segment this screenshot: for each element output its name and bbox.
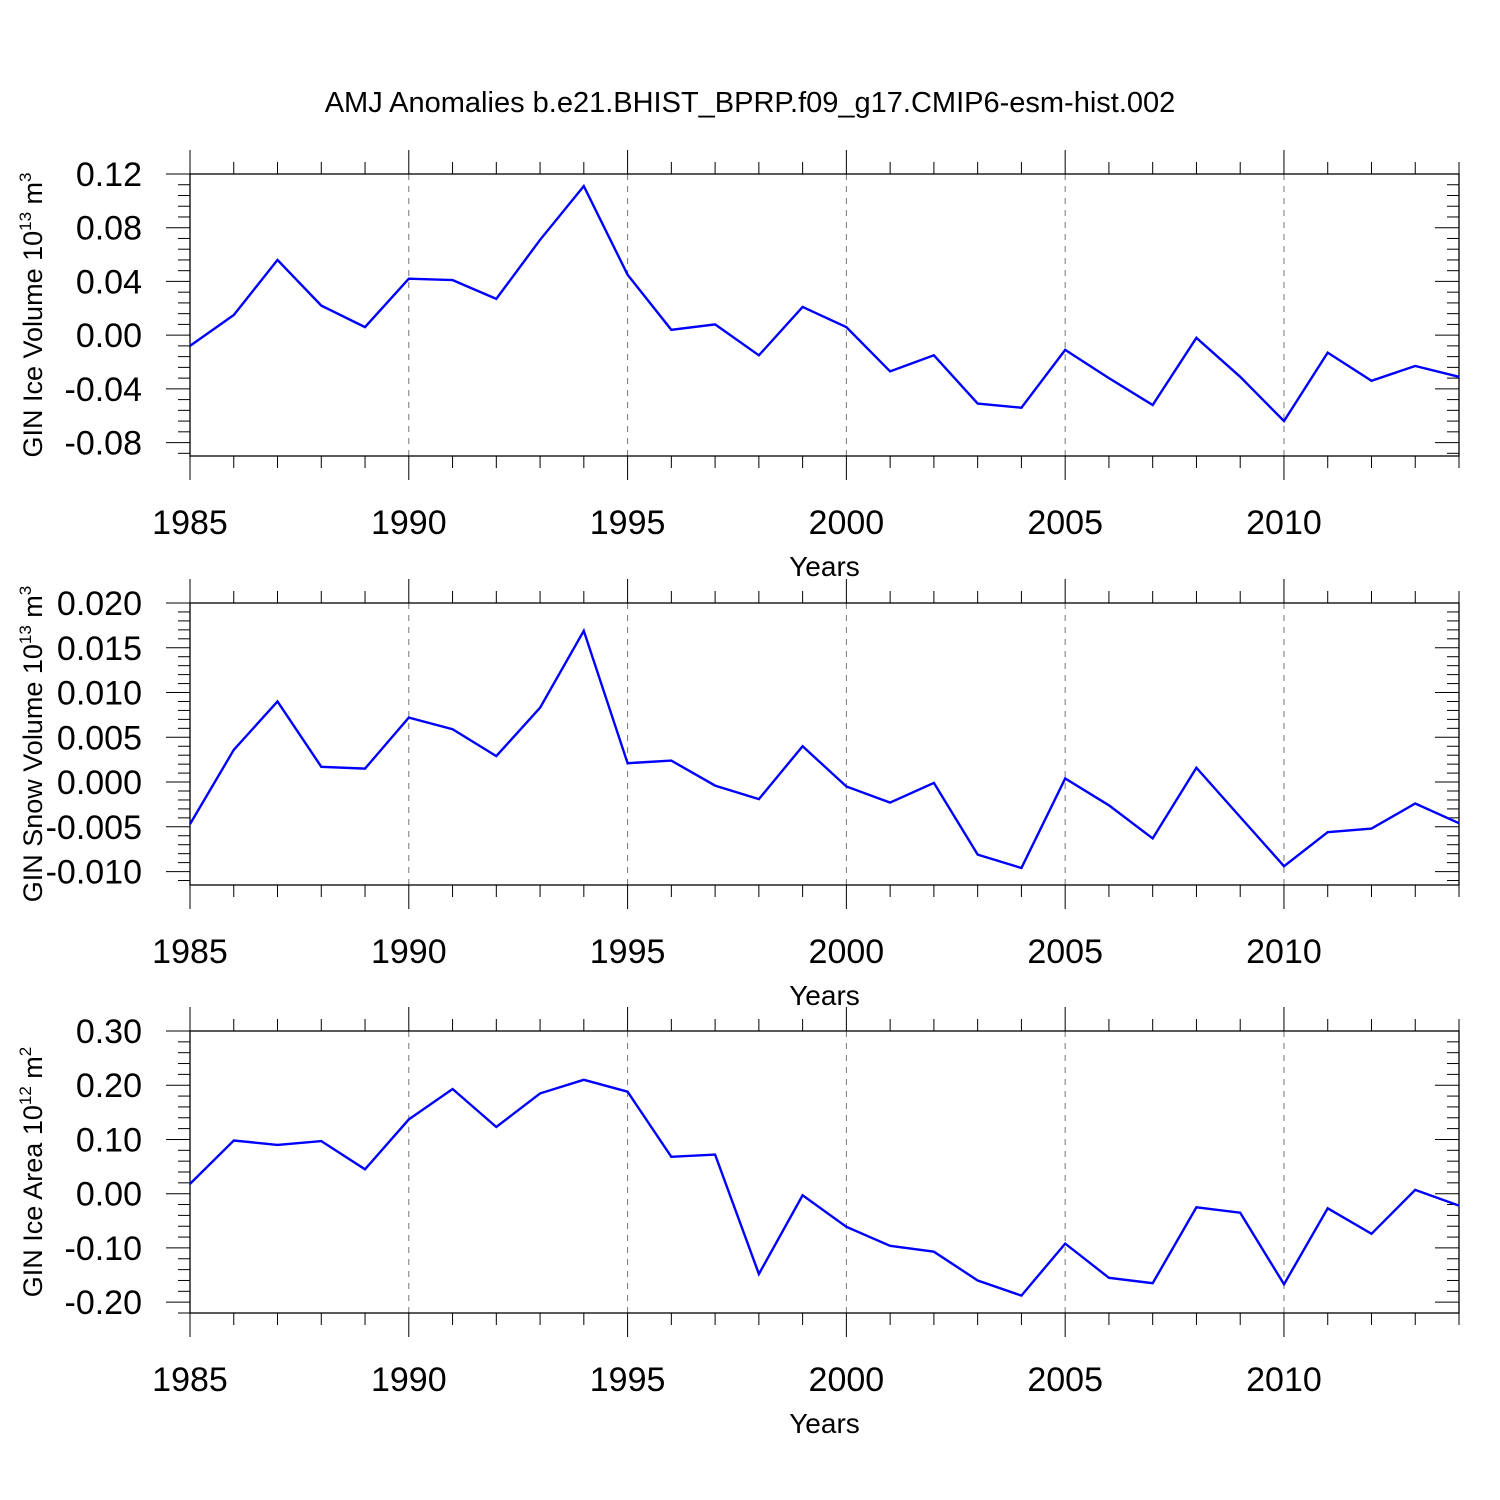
y-tick-label: 0.00	[76, 317, 142, 355]
x-axis-label: Years	[789, 551, 860, 582]
x-tick-label: 2010	[1246, 933, 1322, 971]
panel-ice-area: 1985 1990 1995 2000 2005 2010 Years -0.20 -0.10 0…	[16, 1007, 1460, 1439]
y-axis-label: GIN Ice Area 1012 m2	[16, 1047, 48, 1298]
x-tick-label: 2005	[1027, 1361, 1103, 1399]
y-tick-label: 0.000	[57, 764, 142, 802]
y-tick-label: -0.10	[65, 1230, 143, 1268]
series-line	[189, 183, 1460, 424]
y-axis-label: GIN Ice Volume 1013 m3	[16, 172, 48, 457]
x-tick-label: 1995	[590, 933, 666, 971]
y-tick-label: 0.10	[76, 1121, 142, 1159]
x-tick-label: 1985	[152, 933, 228, 971]
y-tick-label: -0.005	[46, 809, 142, 847]
x-axis-label: Years	[789, 1408, 860, 1439]
x-tick-label: 2010	[1246, 1361, 1322, 1399]
series-line	[189, 1078, 1460, 1298]
x-tick-label: 2005	[1027, 504, 1103, 542]
y-tick-label: 0.00	[76, 1176, 142, 1214]
x-axis-label: Years	[789, 980, 860, 1011]
y-tick-label: 0.08	[76, 210, 142, 248]
y-tick-label: -0.20	[65, 1284, 143, 1322]
x-tick-label: 1985	[152, 1361, 228, 1399]
y-tick-label: 0.015	[57, 630, 142, 668]
series-line	[188, 627, 1460, 870]
x-tick-label: 2010	[1246, 504, 1322, 542]
panel-snow-volume: 1985 1990 1995 2000 2005 2010 Years -0.010 -0.00…	[16, 579, 1460, 1011]
x-tick-label: 1985	[152, 504, 228, 542]
y-tick-label: -0.04	[65, 371, 143, 409]
panel-ice-volume: 1985 1990 1995 2000 2005 2010 Years -0.08 -0.04 0…	[16, 150, 1460, 582]
x-tick-label: 1990	[371, 1361, 447, 1399]
y-tick-label: -0.010	[46, 854, 142, 892]
plot-frame	[189, 1030, 1460, 1314]
x-tick-label: 1995	[590, 504, 666, 542]
y-tick-label: 0.020	[57, 585, 142, 623]
y-tick-label: 0.010	[57, 675, 142, 713]
y-tick-label: 0.20	[76, 1067, 142, 1105]
x-tick-label: 1990	[371, 933, 447, 971]
y-tick-label: 0.005	[57, 719, 142, 757]
x-tick-label: 1995	[590, 1361, 666, 1399]
x-tick-label: 2000	[809, 1361, 885, 1399]
plot-frame	[189, 602, 1460, 886]
x-tick-label: 2000	[809, 504, 885, 542]
y-tick-label: 0.30	[76, 1013, 142, 1051]
y-axis-label: GIN Snow Volume 1013 m3	[16, 586, 48, 903]
y-tick-label: 0.12	[76, 156, 142, 194]
y-tick-label: 0.04	[76, 263, 142, 301]
x-tick-label: 2000	[809, 933, 885, 971]
figure-title: AMJ Anomalies b.e21.BHIST_BPRP.f09_g17.C…	[325, 87, 1176, 119]
plot-frame	[189, 173, 1460, 457]
x-tick-label: 1990	[371, 504, 447, 542]
y-tick-label: -0.08	[65, 425, 143, 463]
x-tick-label: 2005	[1027, 933, 1103, 971]
